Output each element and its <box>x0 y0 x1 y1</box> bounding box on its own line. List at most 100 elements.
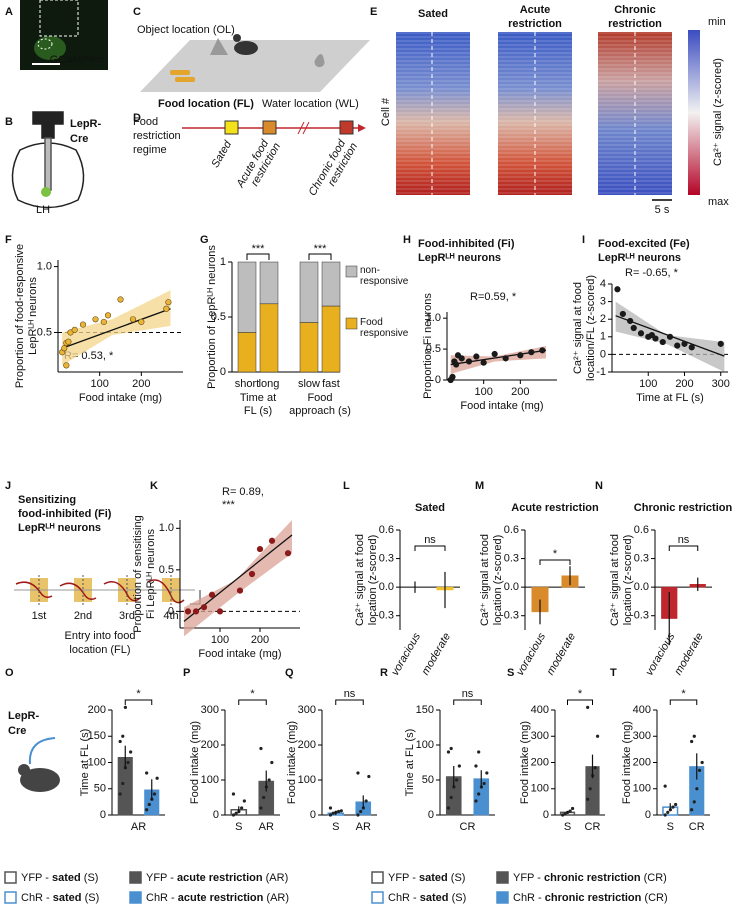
y-axis-label: Fi LepRᴸᴴ neurons <box>145 529 157 619</box>
x-tick-label: voracious <box>514 631 548 678</box>
y-tick-label: 200 <box>633 756 651 768</box>
x-tick-label: AR <box>259 821 274 833</box>
panel-letter: O <box>5 667 14 679</box>
panel-letter: A <box>5 6 13 18</box>
point <box>248 570 256 578</box>
x-axis-label: Food intake (mg) <box>79 392 162 404</box>
y-axis-label: Food intake (mg) <box>189 721 201 804</box>
chart-title: Acute restriction <box>511 502 599 514</box>
chart-title: Food-excited (Fe) <box>598 238 690 250</box>
legend-label: YFP - acute restriction (AR) <box>146 872 288 884</box>
point <box>61 345 68 352</box>
point <box>666 333 674 340</box>
point <box>236 587 244 594</box>
y-tick-label: 1.0 <box>37 260 52 272</box>
point <box>671 805 675 809</box>
chart-title: LepRᴸᴴ neurons <box>598 252 681 264</box>
fit-line <box>61 308 171 349</box>
y-tick-label: 0.3 <box>379 552 394 564</box>
label: 5 s <box>655 204 670 216</box>
y-tick-label: 0 <box>310 809 316 821</box>
point <box>118 739 122 744</box>
legend-prefix: YFP - <box>146 872 177 884</box>
legend-swatch <box>371 891 384 904</box>
y-tick-label: 0.5 <box>426 343 441 355</box>
legend-bold: chronic restriction <box>545 892 642 904</box>
significance-bracket <box>669 699 698 705</box>
panel-letter: E <box>370 6 377 18</box>
point <box>145 808 149 812</box>
y-tick-label: 100 <box>633 783 651 795</box>
x-axis-label: Food intake (mg) <box>198 648 281 660</box>
legend-prefix: YFP - <box>21 872 52 884</box>
significance-bracket <box>124 699 153 705</box>
point <box>165 299 172 306</box>
panel-letter: K <box>150 480 158 492</box>
legend-bold: sated <box>419 872 448 884</box>
y-tick-label: 0 <box>220 366 226 378</box>
point <box>328 806 333 810</box>
point <box>240 806 244 810</box>
chart-title: Sated <box>415 502 445 514</box>
y-axis-label: Ca²⁺ signal at food <box>479 534 491 626</box>
point <box>100 318 107 326</box>
point <box>695 787 699 791</box>
label: GCaMP6m <box>50 54 104 66</box>
point <box>688 344 695 351</box>
point <box>284 550 292 557</box>
point <box>356 813 360 817</box>
point <box>681 340 688 347</box>
point <box>121 781 125 786</box>
point <box>184 608 192 615</box>
y-axis-label: Time at FL (s) <box>79 729 91 797</box>
x-tick-label: 100 <box>474 386 492 398</box>
point <box>690 739 694 744</box>
y-tick-label: 0 <box>100 809 106 821</box>
y-axis-label: Proportion of sensitising <box>132 515 144 632</box>
y-tick-label: 400 <box>531 704 549 716</box>
legend-prefix: ChR - <box>388 892 420 904</box>
legend-bold: acute restriction <box>177 872 263 884</box>
y-tick-label: 1.0 <box>159 522 174 534</box>
legend-prefix: ChR - <box>21 892 53 904</box>
panel-c-diagram <box>140 34 370 92</box>
label: regime <box>133 144 167 156</box>
point <box>118 792 122 796</box>
point <box>270 760 274 765</box>
legend-label: YFP - sated (S) <box>21 872 98 884</box>
point <box>200 604 208 611</box>
y-tick-label: 0.5 <box>159 564 174 576</box>
point <box>147 802 151 807</box>
label: Cell # <box>380 97 392 126</box>
x-tick-label: CR <box>689 821 705 833</box>
point <box>700 760 704 765</box>
point <box>502 355 509 362</box>
legend-label: ChR - chronic restriction (CR) <box>513 892 668 904</box>
bar-segment <box>299 261 319 323</box>
legend-prefix: ChR - <box>146 892 178 904</box>
x-tick-label: 100 <box>211 634 229 646</box>
panel-letter: N <box>595 480 603 492</box>
point <box>457 764 461 768</box>
point <box>356 771 360 775</box>
point <box>328 813 333 817</box>
annotation: R= -0.65, * <box>625 267 679 279</box>
panel-letter: G <box>200 234 209 246</box>
x-tick-label: fast <box>322 378 340 390</box>
point <box>692 800 696 804</box>
y-tick-label: 300 <box>633 730 651 742</box>
chart-title: Chronic restriction <box>634 502 733 514</box>
point <box>570 806 575 811</box>
legend-swatch <box>129 871 142 884</box>
point <box>339 809 343 813</box>
point <box>568 809 572 813</box>
legend-swatch <box>4 871 17 884</box>
panel-letter: R <box>380 667 388 679</box>
point <box>145 771 149 775</box>
significance: ns <box>678 534 690 546</box>
label: Sated <box>209 138 234 170</box>
legend-label: YFP - sated (S) <box>388 872 465 884</box>
y-tick-label: 0 <box>428 809 434 821</box>
label: LepRᴸᴴ neurons <box>18 522 101 534</box>
